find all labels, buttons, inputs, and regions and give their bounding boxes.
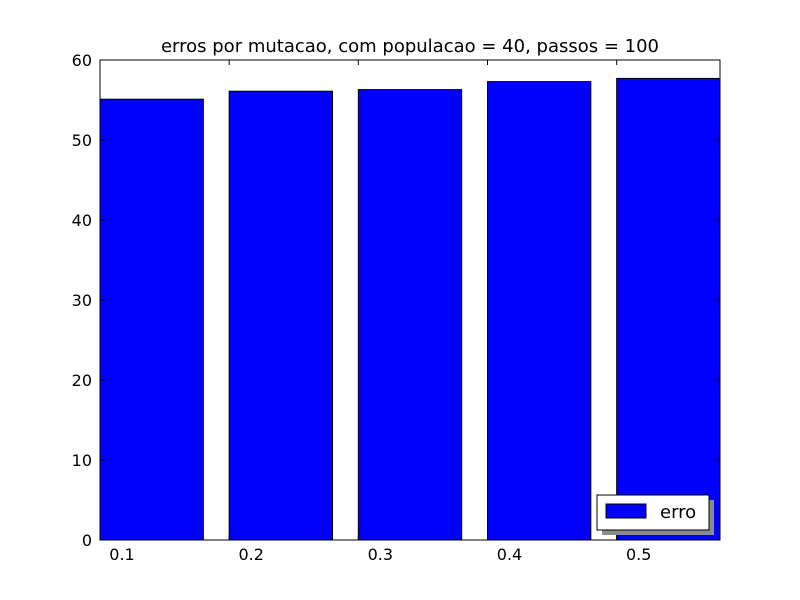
bar-0.1 [99,98,204,541]
y-tick-label: 10 [72,451,92,470]
ticks-group: 0 10 20 30 40 50 60 0.1 0.2 0.3 0.4 0.5 [72,51,720,564]
legend-label: erro [660,502,696,523]
bar-0.4 [487,81,592,541]
y-tick-label: 30 [72,291,92,310]
x-tick-label: 0.5 [626,545,651,564]
x-tick-label: 0.3 [368,545,393,564]
x-tick-label: 0.1 [109,545,134,564]
bars-group [99,77,721,541]
bar-0.3 [357,89,463,541]
y-tick-label: 20 [72,371,92,390]
legend: erro [596,494,714,535]
legend-swatch [605,503,647,519]
x-tick-label: 0.4 [497,545,522,564]
y-tick-label: 60 [72,51,92,70]
y-tick-label: 0 [82,531,92,550]
x-tick-label: 0.2 [238,545,263,564]
y-tick-label: 40 [72,211,92,230]
bar-0.2 [228,90,334,541]
plot-frame [99,59,721,541]
y-tick-label: 50 [72,131,92,150]
bar-0.5 [616,77,721,541]
chart-title: erros por mutacao, com populacao = 40, p… [161,36,659,57]
